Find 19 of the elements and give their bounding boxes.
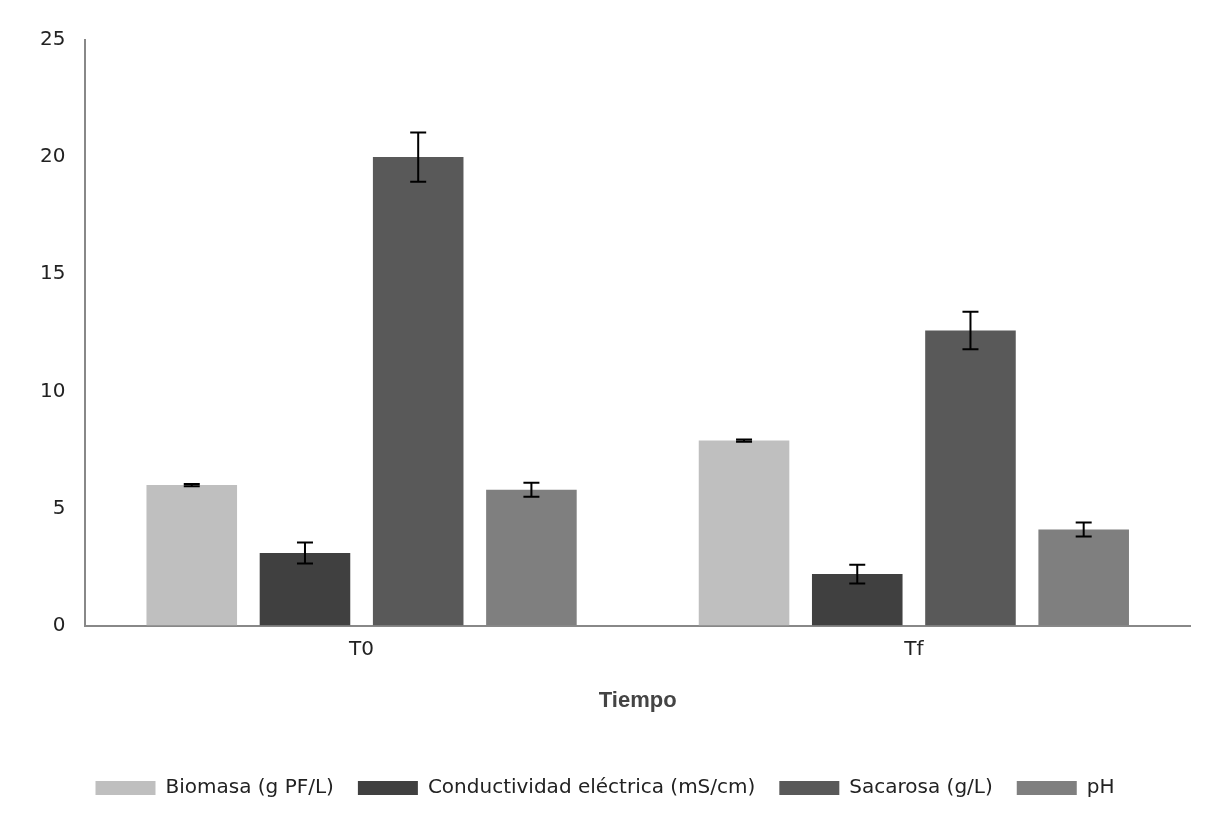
y-tick-label: 10 xyxy=(40,377,66,402)
bar xyxy=(372,157,464,626)
y-tick-label: 20 xyxy=(40,143,66,168)
x-tick-label: T0 xyxy=(348,635,375,660)
x-tick-label: Tf xyxy=(903,635,925,660)
bar xyxy=(698,440,790,626)
bar xyxy=(146,485,238,626)
bar xyxy=(811,574,903,626)
y-tick-label: 25 xyxy=(40,26,66,51)
y-tick-label: 5 xyxy=(52,494,66,519)
bar xyxy=(259,552,351,626)
legend-label: pH xyxy=(1086,774,1115,799)
x-axis-title: Tiempo xyxy=(598,686,677,712)
y-tick-label: 15 xyxy=(40,260,66,285)
legend-label: Conductividad eléctrica (mS/cm) xyxy=(427,774,756,799)
y-tick-label: 0 xyxy=(52,611,66,636)
legend-label: Biomasa (g PF/L) xyxy=(165,774,334,799)
bar xyxy=(925,330,1016,626)
legend-label: Sacarosa (g/L) xyxy=(849,774,993,799)
